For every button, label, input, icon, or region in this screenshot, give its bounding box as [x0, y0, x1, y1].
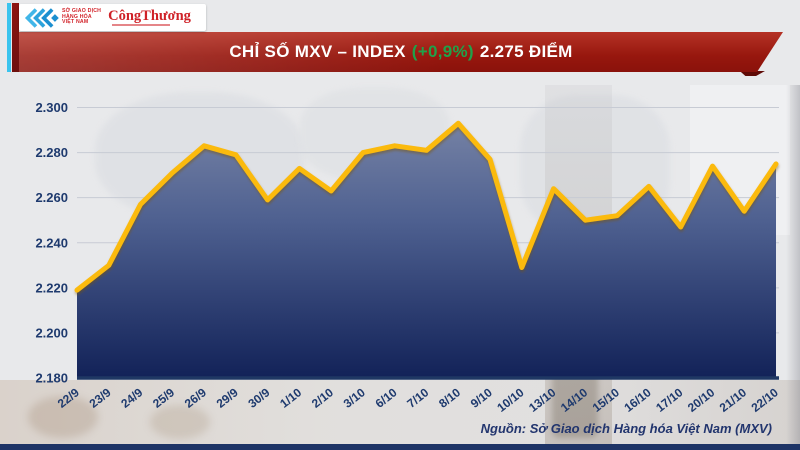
- left-accent-stripe-red: [12, 3, 19, 72]
- svg-text:22/9: 22/9: [55, 385, 82, 411]
- svg-text:13/10: 13/10: [526, 385, 559, 415]
- svg-text:26/9: 26/9: [182, 385, 209, 411]
- svg-text:9/10: 9/10: [468, 385, 495, 411]
- svg-text:15/10: 15/10: [590, 385, 623, 415]
- svg-text:2.220: 2.220: [35, 280, 68, 295]
- svg-text:2.200: 2.200: [35, 325, 68, 340]
- logo-box: SỞ GIAO DỊCH HÀNG HÓA VIỆT NAM CôngThươn…: [19, 4, 206, 31]
- source-credit: Nguồn: Sở Giao dịch Hàng hóa Việt Nam (M…: [480, 421, 772, 436]
- banner-fold: [739, 71, 765, 76]
- mxv-logo-icon: [24, 7, 59, 28]
- svg-text:10/10: 10/10: [494, 385, 527, 415]
- svg-text:3/10: 3/10: [341, 385, 368, 411]
- svg-text:2/10: 2/10: [309, 385, 336, 411]
- title-change-percent: (+0,9%): [411, 42, 474, 61]
- svg-text:25/9: 25/9: [150, 385, 177, 411]
- svg-text:22/10: 22/10: [749, 385, 782, 415]
- svg-text:8/10: 8/10: [436, 385, 463, 411]
- svg-text:21/10: 21/10: [717, 385, 750, 415]
- svg-text:2.260: 2.260: [35, 190, 68, 205]
- svg-text:16/10: 16/10: [621, 385, 654, 415]
- congthuong-underline: [112, 24, 171, 27]
- svg-text:2.180: 2.180: [35, 371, 68, 386]
- svg-text:17/10: 17/10: [653, 385, 686, 415]
- svg-text:7/10: 7/10: [404, 385, 431, 411]
- title-index-value: 2.275 ĐIỂM: [479, 42, 573, 61]
- chart-title: CHỈ SỐ MXV – INDEX (+0,9%) 2.275 ĐIỂM: [226, 42, 575, 62]
- svg-text:6/10: 6/10: [373, 385, 400, 411]
- title-banner: CHỈ SỐ MXV – INDEX (+0,9%) 2.275 ĐIỂM: [19, 32, 783, 72]
- svg-text:1/10: 1/10: [277, 385, 304, 411]
- exchange-name-line: HÀNG HÓA: [62, 13, 92, 20]
- svg-text:30/9: 30/9: [245, 385, 272, 411]
- svg-text:14/10: 14/10: [558, 385, 591, 415]
- svg-text:2.300: 2.300: [35, 100, 68, 115]
- svg-text:2.280: 2.280: [35, 145, 68, 160]
- congthuong-wordmark: CôngThương: [108, 7, 191, 24]
- left-accent-stripe-cyan: [7, 3, 11, 72]
- svg-text:23/9: 23/9: [87, 385, 114, 411]
- title-main: CHỈ SỐ MXV – INDEX: [229, 42, 406, 61]
- svg-text:29/9: 29/9: [214, 385, 241, 411]
- svg-text:20/10: 20/10: [685, 385, 718, 415]
- exchange-name-line: SỞ GIAO DỊCH: [62, 7, 102, 14]
- svg-text:24/9: 24/9: [118, 385, 145, 411]
- congthuong-logo: CôngThương: [108, 9, 191, 27]
- bottom-bar: [0, 444, 800, 450]
- svg-text:2.240: 2.240: [35, 235, 68, 250]
- exchange-name-line: VIỆT NAM: [62, 19, 89, 26]
- exchange-name: SỞ GIAO DỊCH HÀNG HÓA VIỆT NAM: [62, 7, 102, 27]
